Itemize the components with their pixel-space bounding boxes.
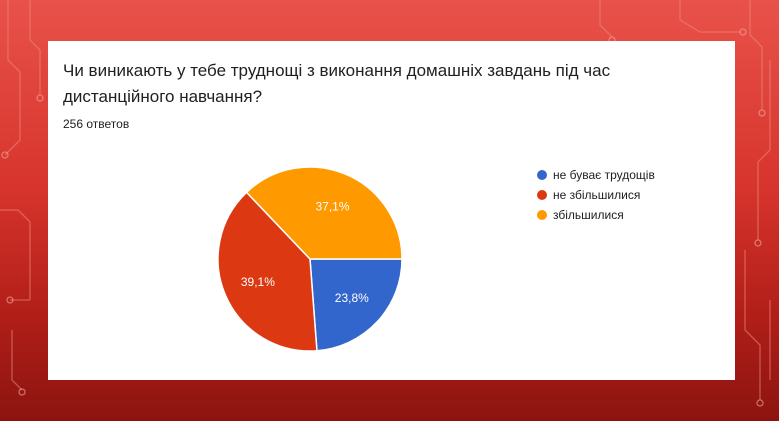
- legend-swatch: [537, 210, 547, 220]
- legend-item: не буває трудощів: [537, 165, 655, 185]
- legend-swatch: [537, 190, 547, 200]
- legend-swatch: [537, 170, 547, 180]
- response-count: 256 ответов: [63, 117, 130, 131]
- chart-legend: не буває трудощів не збільшилися збільшили…: [537, 165, 655, 225]
- slice-label: 23,8%: [335, 291, 369, 305]
- chart-card: Чи виникають у тебе труднощі з виконання…: [48, 41, 735, 380]
- pie-slice: [217, 191, 318, 352]
- pie-slice: [245, 166, 403, 260]
- slice-label: 39,1%: [241, 275, 275, 289]
- legend-label: не збільшилися: [553, 188, 641, 202]
- slice-label: 37,1%: [315, 200, 349, 214]
- pie-chart: 23,8% 39,1% 37,1%: [217, 166, 403, 352]
- legend-item: не збільшилися: [537, 185, 655, 205]
- legend-label: збільшилися: [553, 208, 624, 222]
- question-title: Чи виникають у тебе труднощі з виконання…: [63, 61, 611, 106]
- legend-label: не буває трудощів: [553, 168, 655, 182]
- legend-item: збільшилися: [537, 205, 655, 225]
- pie-slice: [309, 258, 403, 352]
